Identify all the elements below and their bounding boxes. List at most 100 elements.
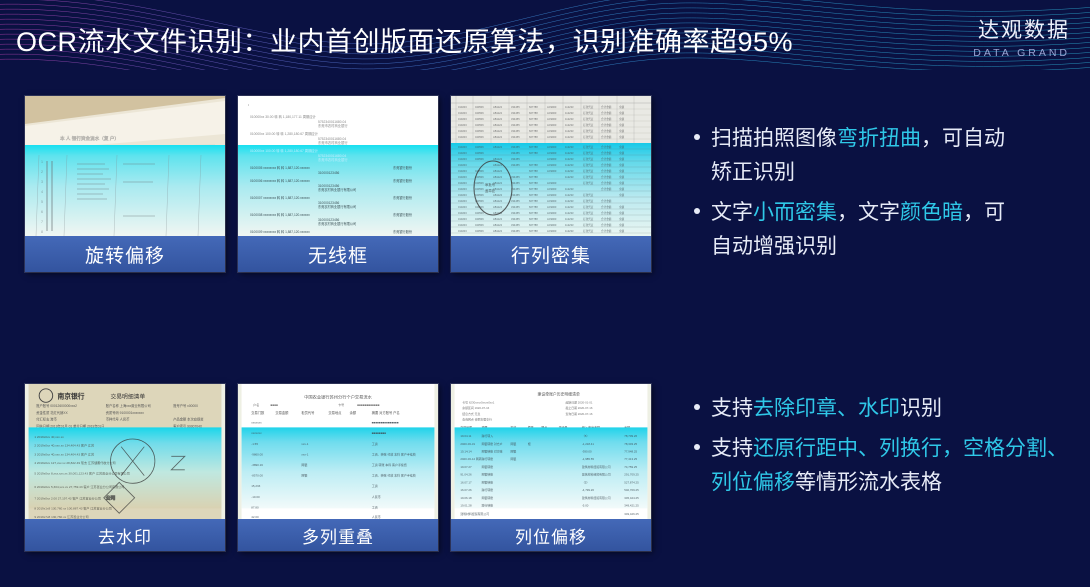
svg-text:合计金额: 合计金额: [601, 223, 612, 227]
svg-text:AC9900: AC9900: [547, 135, 557, 139]
svg-text:010203: 010203: [458, 181, 467, 185]
svg-text:667788: 667788: [529, 181, 538, 185]
svg-text:010000xx 30.00 转 转 1,180,177.: 010000xx 30.00 转 转 1,180,177.11 周期应计: [250, 114, 317, 119]
svg-text:040506: 040506: [475, 193, 484, 197]
svg-text:付汇标志 港币: 付汇标志 港币: [36, 417, 57, 422]
svg-text:112233: 112233: [565, 187, 574, 191]
svg-text:余额: 余额: [619, 111, 625, 115]
svg-text:667788: 667788: [529, 229, 538, 233]
svg-text:东莞银行股份: 东莞银行股份: [393, 165, 413, 170]
svg-text:建筑材料经贸有限公司: 建筑材料经贸有限公司: [582, 472, 611, 477]
svg-text:余额: 余额: [619, 181, 625, 185]
svg-text:010203: 010203: [458, 187, 467, 191]
svg-text:合计金额: 合计金额: [601, 157, 612, 161]
svg-text:合计金额: 合计金额: [601, 211, 612, 215]
svg-text:AC9900: AC9900: [547, 205, 557, 209]
svg-text:74,759.25: 74,759.25: [624, 465, 637, 469]
svg-text:户名: 户名: [253, 402, 259, 407]
svg-text:■■■■: ■■■■: [271, 403, 279, 407]
svg-text:040506: 040506: [475, 123, 484, 127]
svg-text:合计金额: 合计金额: [601, 205, 612, 209]
svg-text:334455: 334455: [511, 135, 520, 139]
svg-text:040506: 040506: [475, 111, 484, 115]
svg-text:040506: 040506: [475, 181, 484, 185]
svg-text:19.01.28: 19.01.28: [460, 503, 472, 507]
svg-text:-9860.00: -9860.00: [251, 452, 263, 456]
svg-text:010203: 010203: [458, 111, 467, 115]
svg-text:余额: 余额: [619, 175, 625, 179]
svg-text:112233: 112233: [565, 175, 574, 179]
svg-text:交易明细清单: 交易明细清单: [111, 392, 146, 400]
svg-text:112233: 112233: [565, 199, 574, 203]
svg-text:建设牵账户历史明细清单: 建设牵账户历史明细清单: [538, 392, 580, 397]
svg-text:040506: 040506: [475, 229, 484, 233]
svg-text:667788: 667788: [529, 151, 538, 155]
svg-text:5: 5: [41, 200, 43, 204]
svg-text:AB1122: AB1122: [493, 223, 503, 227]
svg-text:112233: 112233: [565, 111, 574, 115]
svg-text:■■■■■■■■■■■■■■■: ■■■■■■■■■■■■■■■: [372, 421, 399, 425]
svg-text:合计金额: 合计金额: [601, 105, 612, 109]
svg-text:AB1122: AB1122: [493, 145, 503, 149]
svg-text:040506: 040506: [475, 135, 484, 139]
svg-text:中国农业银行苏州分行个户交易流水: 中国农业银行苏州分行个户交易流水: [304, 393, 373, 400]
svg-text:-1,218.41: -1,218.41: [582, 442, 595, 446]
svg-text:010203: 010203: [458, 175, 467, 179]
svg-text:19.07.27: 19.07.27: [460, 465, 472, 469]
svg-text:AC9900: AC9900: [547, 223, 557, 227]
svg-text:账户账号 00012600000xxx2: 账户账号 00012600000xxx2: [36, 403, 77, 408]
svg-text:余额: 余额: [619, 135, 625, 139]
svg-text:16.07.17: 16.07.17: [460, 480, 472, 484]
svg-text:（5）: （5）: [582, 434, 589, 438]
svg-text:合计金额: 合计金额: [601, 217, 612, 221]
svg-text:1 2019x0xx 40,xxx.xx: 1 2019x0xx 40,xxx.xx: [34, 435, 64, 439]
svg-text:公司: 公司: [106, 496, 116, 502]
svg-text:2020-03-31: 2020-03-31: [460, 442, 475, 446]
svg-text:667788: 667788: [529, 163, 538, 167]
svg-text:余额: 余额: [619, 123, 625, 127]
svg-text:合计金额: 合计金额: [601, 199, 612, 203]
svg-text:跨行转账: 跨行转账: [482, 502, 494, 507]
svg-text:跨行转账: 跨行转账: [482, 456, 494, 461]
svg-text:9 2019x7x8 130,760.xx: 9 2019x7x8 130,760.xx 江苏置业分公司: [34, 514, 88, 519]
svg-text:网银: 网银: [511, 448, 517, 453]
svg-text:打款凭证: 打款凭证: [583, 217, 594, 221]
svg-text:-1.55: -1.55: [251, 442, 258, 446]
svg-text:1: 1: [41, 160, 43, 164]
svg-text:334455: 334455: [511, 199, 520, 203]
svg-text:19.04.11: 19.04.11: [460, 434, 471, 438]
svg-text:040506: 040506: [475, 223, 484, 227]
svg-text:余额: 余额: [619, 187, 625, 191]
svg-text:15:14:14: 15:14:14: [460, 449, 472, 453]
svg-text:网银: 网银: [301, 462, 307, 467]
svg-text:667788: 667788: [529, 187, 538, 191]
svg-text:87.80: 87.80: [251, 505, 259, 509]
svg-text:AB1122: AB1122: [493, 123, 503, 127]
svg-text:AC9900: AC9900: [547, 217, 557, 221]
svg-text:工资、转账 代收 本科 客户手续费: 工资、转账 代收 本科 客户手续费: [372, 451, 416, 456]
svg-text:余额: 余额: [619, 223, 625, 227]
svg-text:334455: 334455: [511, 193, 520, 197]
svg-text:112233: 112233: [565, 129, 574, 133]
svg-text:7 2019x0xx 2.00: 7 2019x0xx 2.00 27,197.43 客户 江苏置业分公司: [34, 496, 101, 501]
svg-text:010000xx 100.00 转 转 1,280,180.: 010000xx 100.00 转 转 1,280,180.67 周期应计: [250, 148, 319, 153]
svg-text:■■■■■■■■■■■■: ■■■■■■■■■■■■: [357, 403, 379, 407]
svg-text:打款凭证: 打款凭证: [583, 169, 594, 173]
svg-text:合计金额: 合计金额: [601, 123, 612, 127]
svg-text:AC9900: AC9900: [547, 123, 557, 127]
svg-text:345,424.25: 345,424.25: [624, 496, 639, 500]
svg-text:AB1122: AB1122: [493, 105, 503, 109]
svg-text:xxxxxxx: xxxxxxx: [251, 431, 262, 435]
svg-text:010203: 010203: [458, 169, 467, 173]
svg-text:040506: 040506: [475, 187, 484, 191]
svg-text:AB1122: AB1122: [493, 205, 503, 209]
svg-text:建筑材料经贸有限公司: 建筑材料经贸有限公司: [582, 495, 611, 500]
svg-text:334455: 334455: [511, 117, 520, 121]
svg-text:349,426.25: 349,426.25: [624, 512, 639, 516]
svg-text:余额: 余额: [619, 193, 625, 197]
svg-text:交易金额: 交易金额: [275, 410, 289, 415]
svg-text:010203: 010203: [458, 211, 467, 215]
svg-text:334455: 334455: [511, 229, 520, 233]
svg-text:334455: 334455: [511, 151, 520, 155]
svg-text:卡号 6230xxxx0xxxx0xx1: 卡号 6230xxxx0xxxx0xx1: [462, 399, 495, 404]
